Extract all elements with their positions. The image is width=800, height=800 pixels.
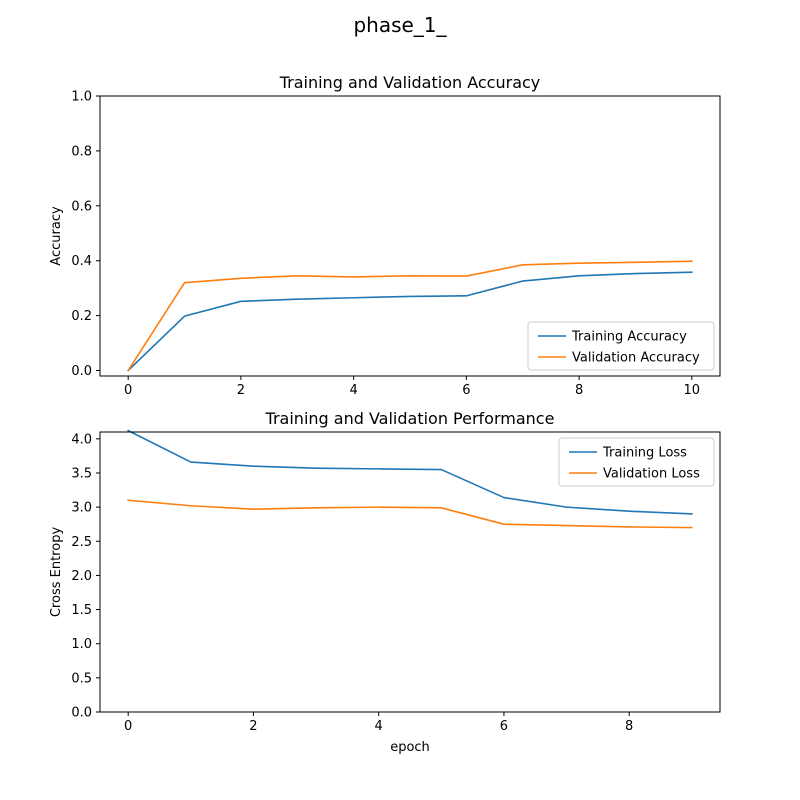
y-tick-label: 1.0 — [71, 90, 92, 105]
y-tick-label: 3.5 — [71, 466, 92, 481]
y-tick-label: 3.0 — [71, 501, 92, 516]
legend-label: Training Loss — [602, 446, 687, 461]
x-tick-label: 0 — [124, 719, 132, 734]
series-line-2 — [127, 260, 693, 372]
y-tick-label: 4.0 — [71, 432, 92, 447]
cross-entropy-chart: Training and Validation Performance 0 2 4 6 8… — [49, 409, 721, 755]
legend-box — [558, 437, 715, 487]
y-tick-label: 2.0 — [71, 569, 92, 584]
y-tick-label: 1.5 — [71, 603, 92, 618]
x-axis-label: epoch — [390, 740, 430, 755]
y-tick-label: 1.0 — [71, 637, 92, 652]
series-line-2 — [127, 499, 693, 529]
legend-label: Validation Accuracy — [572, 351, 700, 366]
y-tick-label: 0.2 — [71, 309, 92, 324]
axes-frame — [99, 431, 721, 713]
y-tick-label: 0.0 — [71, 364, 92, 379]
legend: Training Loss Validation Loss — [558, 437, 715, 487]
x-tick-label: 6 — [500, 719, 508, 734]
x-tick-label: 8 — [575, 383, 583, 398]
legend-label: Training Accuracy — [571, 330, 687, 345]
y-tick-label: 0.6 — [71, 199, 92, 214]
legend: Training Accuracy Validation Accuracy — [527, 321, 715, 371]
legend-label: Validation Loss — [603, 467, 700, 482]
x-tick-label: 2 — [249, 719, 257, 734]
series-line-1 — [127, 429, 693, 515]
x-tick-label: 0 — [124, 383, 132, 398]
y-tick-label: 0.5 — [71, 671, 92, 686]
x-tick-label: 6 — [462, 383, 470, 398]
chart-title: Training and Validation Accuracy — [279, 73, 541, 92]
x-tick-label: 2 — [237, 383, 245, 398]
x-tick-label: 4 — [349, 383, 357, 398]
y-tick-label: 0.4 — [71, 254, 92, 269]
x-tick-label: 8 — [625, 719, 633, 734]
accuracy-chart: Training and Validation Accuracy 0 2 4 6 8 10 0… — [49, 73, 721, 398]
legend-box — [527, 321, 715, 371]
axes-frame — [99, 95, 721, 377]
y-tick-label: 2.5 — [71, 535, 92, 550]
y-axis-label: Accuracy — [49, 206, 64, 266]
chart-title: Training and Validation Performance — [265, 409, 555, 428]
series-line-1 — [127, 271, 693, 372]
y-axis-label: Cross Entropy — [49, 527, 64, 618]
y-tick-label: 0.8 — [71, 144, 92, 159]
x-tick-label: 4 — [375, 719, 383, 734]
y-tick-label: 0.0 — [71, 706, 92, 721]
figure-title: phase_1_ — [353, 13, 447, 37]
x-tick-label: 10 — [684, 383, 701, 398]
